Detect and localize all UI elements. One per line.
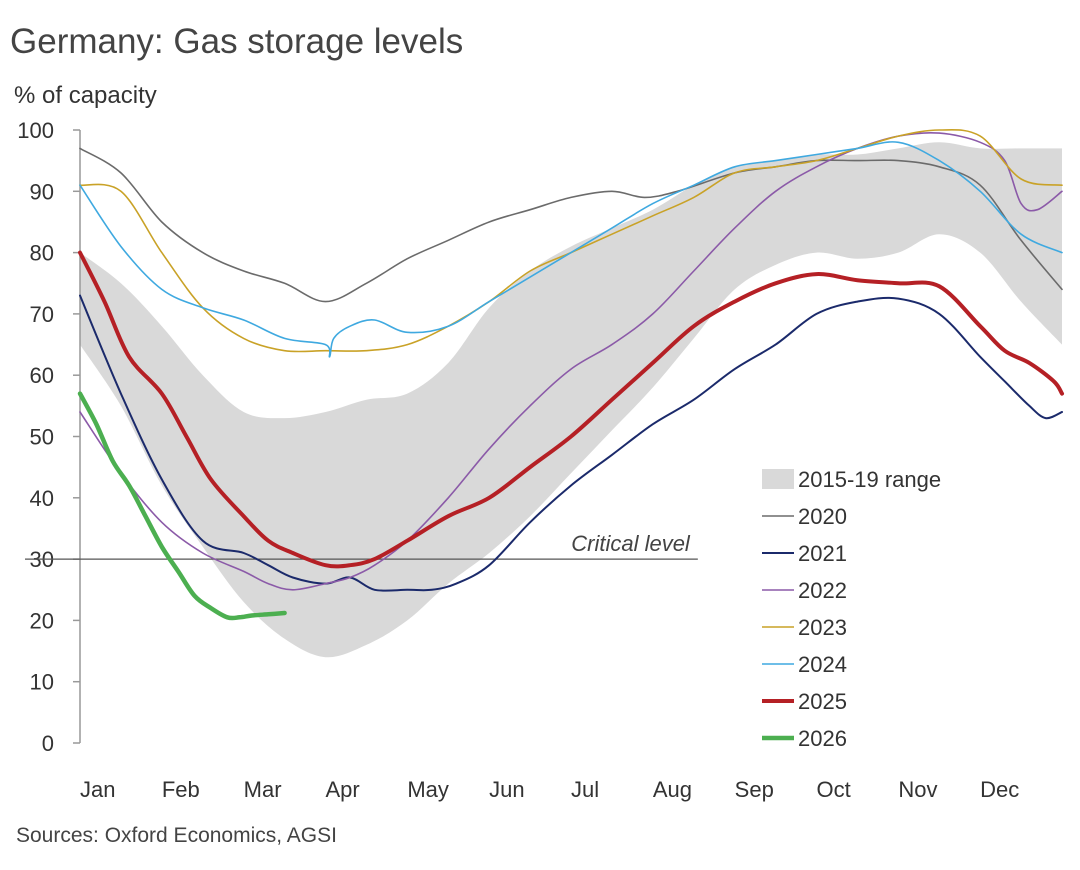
legend-swatch-range (762, 469, 794, 489)
y-tick-label: 40 (30, 486, 54, 511)
legend-label-2022: 2022 (798, 578, 847, 603)
legend-label-2020: 2020 (798, 504, 847, 529)
y-tick-label: 0 (42, 731, 54, 756)
series-line-2022 (79, 131, 1063, 591)
x-tick-label: Mar (244, 777, 282, 802)
y-tick-label: 10 (30, 670, 54, 695)
y-tick-label: 80 (30, 241, 54, 266)
series-line-2025 (78, 250, 1064, 569)
y-tick-label: 90 (30, 179, 54, 204)
y-tick-label: 100 (17, 118, 54, 143)
y-tick-label: 50 (30, 425, 54, 450)
legend-label-2021: 2021 (798, 541, 847, 566)
x-tick-label: Aug (653, 777, 692, 802)
x-tick-label: May (407, 777, 449, 802)
x-tick-label: Feb (162, 777, 200, 802)
y-tick-label: 60 (30, 363, 54, 388)
x-tick-label: Jul (571, 777, 599, 802)
x-tick-label: Dec (980, 777, 1019, 802)
chart-title: Germany: Gas storage levels (10, 22, 464, 61)
legend-label-2023: 2023 (798, 615, 847, 640)
range-band-2015-19 (80, 142, 1062, 658)
y-tick-label: 70 (30, 302, 54, 327)
series-line-2026 (77, 391, 287, 621)
series-line-2021 (79, 294, 1063, 592)
legend-label-2025: 2025 (798, 689, 847, 714)
x-tick-label: Nov (898, 777, 937, 802)
x-tick-label: Jan (80, 777, 115, 802)
x-tick-label: Jun (489, 777, 524, 802)
legend-label-range: 2015-19 range (798, 467, 941, 492)
legend-label-2024: 2024 (798, 652, 847, 677)
y-axis-unit-label: % of capacity (14, 82, 157, 109)
critical-level-label: Critical level (571, 531, 691, 556)
y-tick-label: 20 (30, 608, 54, 633)
series-line-2020 (79, 147, 1063, 303)
legend-label-2026: 2026 (798, 726, 847, 751)
x-tick-label: Apr (326, 777, 360, 802)
x-tick-label: Oct (817, 777, 851, 802)
x-tick-label: Sep (735, 777, 774, 802)
series-line-2024 (79, 141, 1063, 358)
source-note: Sources: Oxford Economics, AGSI (16, 824, 337, 847)
